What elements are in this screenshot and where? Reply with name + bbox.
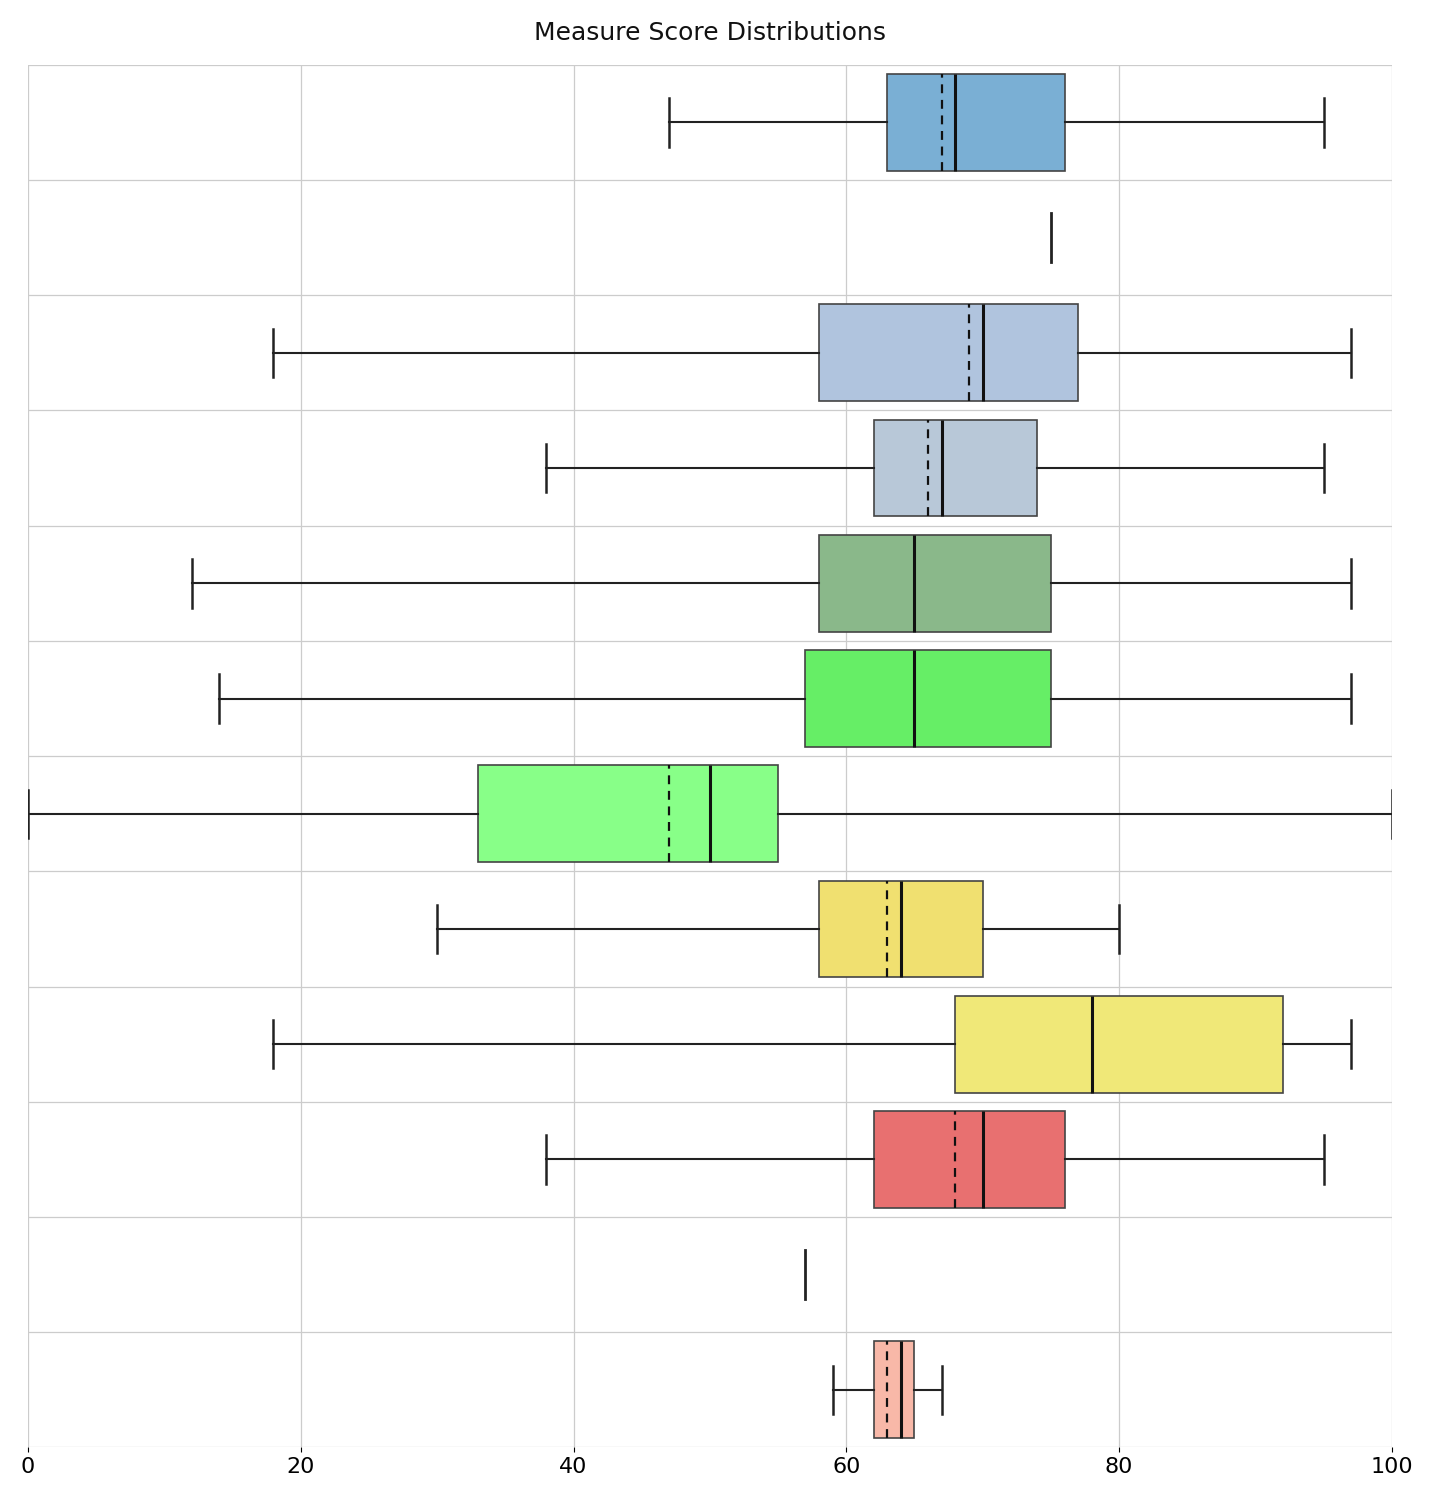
Bar bbox=[955, 996, 1283, 1092]
Bar bbox=[478, 765, 779, 863]
Bar bbox=[888, 73, 1064, 171]
Bar bbox=[873, 419, 1037, 517]
Bar bbox=[806, 650, 1051, 748]
Bar bbox=[873, 1112, 1064, 1207]
Bar bbox=[819, 535, 1051, 632]
Title: Measure Score Distributions: Measure Score Distributions bbox=[533, 21, 886, 45]
Bar bbox=[819, 881, 982, 977]
Bar bbox=[873, 1341, 915, 1438]
Bar bbox=[819, 304, 1078, 401]
